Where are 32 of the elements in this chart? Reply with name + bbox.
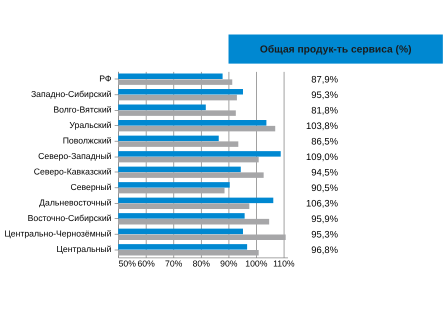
y-tick-label: Уральский xyxy=(69,120,112,130)
data-label: 87,9% xyxy=(311,74,339,86)
x-tick-label: 60% xyxy=(137,258,156,269)
y-tick-label: Северо-Кавказский xyxy=(34,166,112,177)
y-tick-label: Волго-Вятский xyxy=(53,104,112,115)
x-tick-label: 50% xyxy=(118,258,136,269)
x-tick-label: 100% xyxy=(245,258,268,269)
text: Общая продук-ть сервиса (%) xyxy=(260,44,412,56)
y-tick-label: РФ xyxy=(99,74,112,84)
data-label: 96,8% xyxy=(311,244,339,256)
y-tick-label: Дальневосточный xyxy=(39,198,112,208)
data-label: 90,5% xyxy=(311,182,339,194)
x-tick-label: 70% xyxy=(165,258,183,269)
y-tick-label: Восточно-Сибирский xyxy=(28,213,112,224)
data-label: 95,9% xyxy=(311,214,339,225)
data-label: 95,3% xyxy=(311,229,339,240)
y-tick-label: Центральный xyxy=(56,244,112,254)
data-label: 81,8% xyxy=(311,105,339,116)
data-label: 103,8% xyxy=(306,120,339,132)
x-tick-label: 90% xyxy=(220,258,238,269)
y-tick-label: Северный xyxy=(70,182,112,192)
data-label: 95,3% xyxy=(311,90,339,101)
data-label: 109,0% xyxy=(306,152,339,163)
y-tick-label: Центрально-Чернозёмный xyxy=(4,228,112,239)
data-label: 106,3% xyxy=(306,198,339,210)
y-tick-label: Северо-Западный xyxy=(38,151,112,162)
data-label: 94,5% xyxy=(311,167,339,178)
x-tick-label: 80% xyxy=(192,258,210,269)
data-label: 86,5% xyxy=(311,136,339,148)
y-tick-label: Западно-Сибирский xyxy=(30,89,112,100)
x-tick-label: 110% xyxy=(273,258,295,269)
y-tick-label: Поволжский xyxy=(62,136,112,146)
